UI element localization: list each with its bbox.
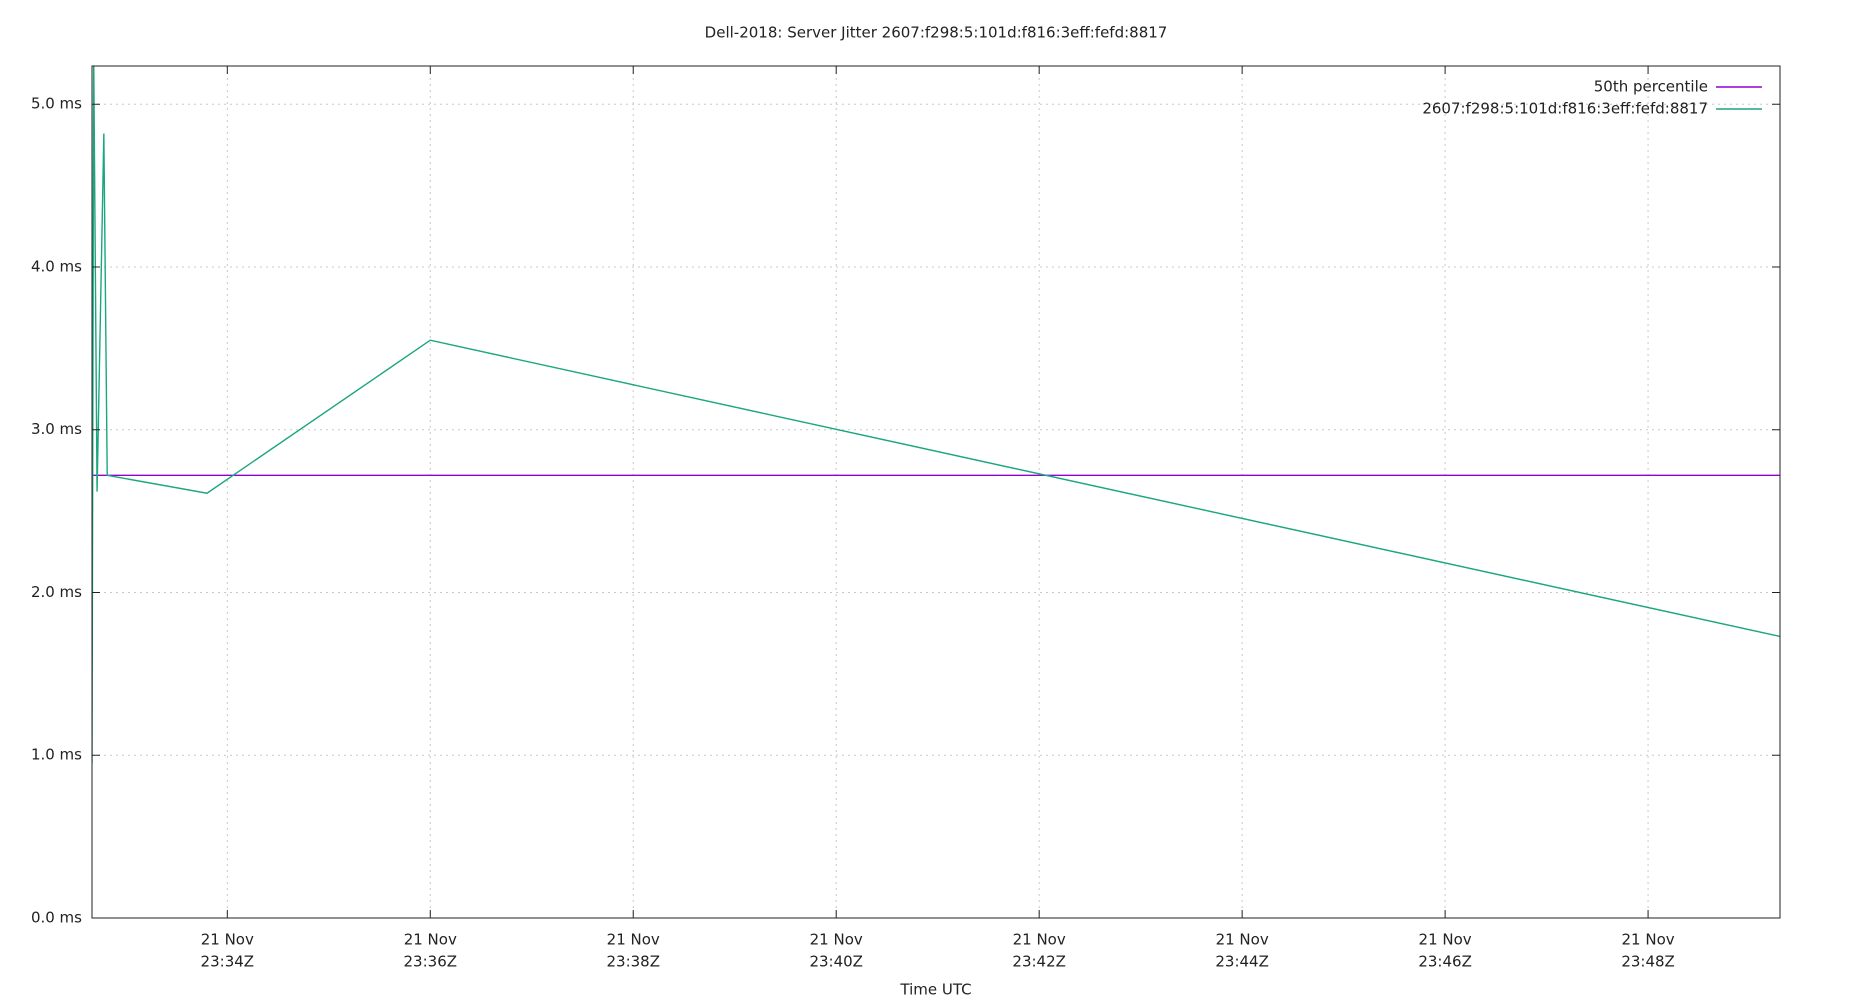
x-tick-label: 21 Nov: [1419, 931, 1472, 949]
plot-area: [92, 66, 1780, 764]
x-tick-label: 23:40Z: [809, 953, 863, 971]
plot-frame: [91, 65, 1781, 919]
y-tick-label: 4.0 ms: [31, 257, 82, 275]
grid: [92, 66, 1780, 919]
x-tick-label: 21 Nov: [1013, 931, 1066, 949]
x-tick-label: 23:38Z: [606, 953, 660, 971]
y-tick-label: 5.0 ms: [31, 95, 82, 113]
y-tick-label: 1.0 ms: [31, 746, 82, 764]
y-tick-label: 2.0 ms: [31, 583, 82, 601]
series-line: [92, 66, 1780, 764]
x-tick-label: 23:46Z: [1418, 953, 1472, 971]
legend-label: 2607:f298:5:101d:f816:3eff:fefd:8817: [1422, 100, 1708, 118]
x-tick-label: 23:36Z: [404, 953, 458, 971]
x-tick-label: 21 Nov: [1622, 931, 1675, 949]
y-tick-label: 0.0 ms: [31, 909, 82, 927]
x-tick-label: 21 Nov: [810, 931, 863, 949]
x-tick-label: 23:34Z: [201, 953, 255, 971]
x-tick-label: 21 Nov: [607, 931, 660, 949]
x-axis-label: Time UTC: [899, 981, 971, 999]
legend-label: 50th percentile: [1594, 78, 1708, 96]
x-tick-label: 21 Nov: [404, 931, 457, 949]
x-tick-label: 23:48Z: [1621, 953, 1675, 971]
x-tick-label: 23:42Z: [1012, 953, 1066, 971]
chart-title: Dell-2018: Server Jitter 2607:f298:5:101…: [705, 24, 1168, 42]
y-tick-label: 3.0 ms: [31, 420, 82, 438]
x-tick-label: 21 Nov: [201, 931, 254, 949]
x-tick-label: 21 Nov: [1216, 931, 1269, 949]
x-tick-label: 23:44Z: [1215, 953, 1269, 971]
